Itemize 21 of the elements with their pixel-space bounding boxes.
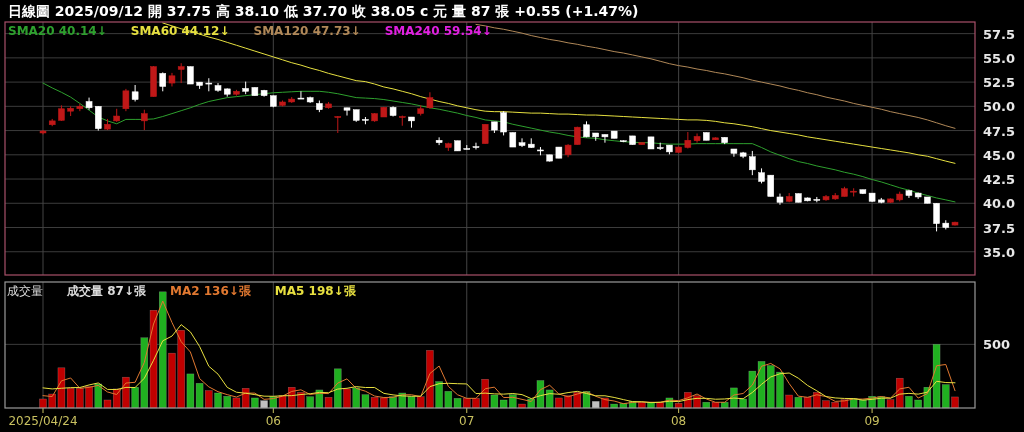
y-tick-label: 500 bbox=[983, 337, 1011, 353]
y-tick-label: 55.0 bbox=[983, 50, 1016, 66]
y-tick-label: 57.5 bbox=[983, 26, 1016, 42]
x-tick-label: 09 bbox=[864, 414, 880, 428]
line-series bbox=[42, 82, 956, 203]
y-tick-label: 40.0 bbox=[983, 196, 1016, 212]
chart-title: 成交量 bbox=[7, 284, 43, 298]
chart-title: 日線圖 2025/09/12 開 37.75 高 38.10 低 37.70 收 38.05 c 元 量 87 張 +0.55 (+1.47%) bbox=[8, 3, 639, 19]
y-tick-label: 47.5 bbox=[983, 123, 1016, 139]
y-tick-label: 37.5 bbox=[983, 220, 1016, 236]
x-tick-label: 08 bbox=[671, 414, 687, 428]
legend: SMA20 40.14↓ SMA60 44.12↓ SMA120 47.73↓ SMA240 59.54↓ bbox=[8, 24, 492, 38]
y-tick-label: 50.0 bbox=[983, 99, 1016, 115]
x-tick-label: 2025/04/24 bbox=[8, 414, 78, 428]
y-tick-label: 35.0 bbox=[983, 244, 1016, 260]
x-tick-label: 06 bbox=[265, 414, 281, 428]
legend: 成交量 87↓張 MA2 136↓張 MA5 198↓張 bbox=[67, 284, 356, 298]
y-tick-label: 45.0 bbox=[983, 147, 1016, 163]
y-tick-label: 42.5 bbox=[983, 172, 1016, 188]
x-tick-label: 07 bbox=[459, 414, 475, 428]
y-tick-label: 52.5 bbox=[983, 75, 1016, 91]
